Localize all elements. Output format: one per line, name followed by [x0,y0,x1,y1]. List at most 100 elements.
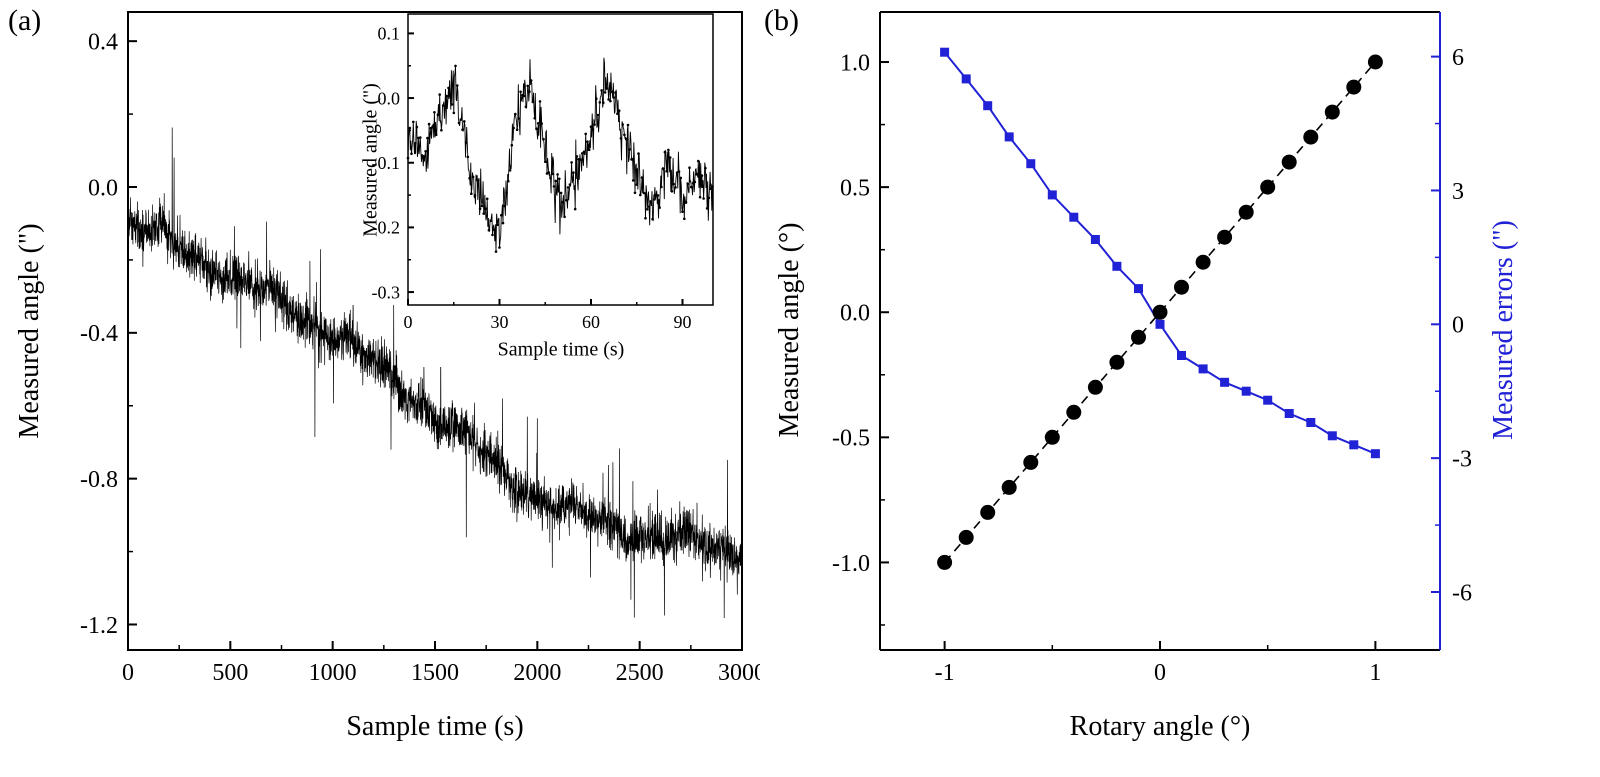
error-point [1177,351,1186,360]
a-x-tick-label: 3000 [718,660,760,686]
inset-x-tick-label: 30 [491,312,509,332]
a-x-axis: 0 500 1000 1500 2000 2500 3000 [122,641,760,686]
inset-series-markers [406,64,714,253]
inset-label-background [408,305,718,367]
inset-y-tick-label: 0.1 [378,24,401,44]
error-point [1047,190,1057,200]
b-x-tick-label: -1 [935,660,955,686]
error-point [1112,261,1122,271]
error-point [1198,364,1208,374]
error-point [1306,418,1316,427]
error-point [1263,395,1273,405]
angle-point [1087,379,1103,395]
b-x-tick-label: 0 [1154,660,1166,686]
angle-point [1044,429,1060,445]
panel-b-label: (b) [764,4,799,37]
error-point [1155,319,1165,329]
inset-y-axis-title: Measured angle (") [359,83,382,237]
error-point [1370,449,1380,459]
inset-x-tick-label: 90 [674,312,692,332]
a-x-tick-label: 2000 [513,660,561,686]
calibration-chart-svg: 1.0 0.5 0.0 -0.5 -1.0 6 3 0 -3 -6 -1 0 1 [832,11,1472,686]
drift-chart-svg: 0.40.0-0.4-0.8-1.20 500 1000 1500 2000 2500 30… [80,11,760,686]
b-left-tick-label: 1.0 [840,50,870,76]
a-y-axis: 0.4 0.0 -0.4 -0.8 -1.2 [80,30,137,639]
a-x-axis-title: Sample time (s) [346,711,524,742]
error-point [940,47,950,57]
error-point [1349,440,1359,450]
errors-series-markers [940,47,1380,459]
a-y-tick-label: -1.2 [80,613,118,639]
angle-point [937,554,953,570]
angle-point [1195,254,1211,270]
error-point [1134,284,1143,294]
angle-point [1217,229,1233,245]
angle-point [1174,279,1189,295]
angle-point [1109,354,1125,370]
angle-point [958,529,974,545]
inset-y-tick-label: -0.1 [372,153,401,173]
angle-point [1260,179,1276,195]
calibration-plot: 1.0 0.5 0.0 -0.5 -1.0 6 3 0 -3 -6 -1 0 1 [832,11,1472,686]
a-x-tick-label: 1000 [309,660,357,686]
inset-x-axis-title: Sample time (s) [497,338,625,361]
error-point [983,101,993,111]
angle-point [1001,479,1017,495]
b-left-tick-label: -0.5 [832,426,870,452]
a-x-tick-label: 0 [122,660,134,686]
angle-point [1238,204,1254,220]
a-y-axis-title: Measured angle (") [14,223,45,439]
drift-inset-plot: 0.1 0.0 -0.1 -0.2 -0.30 30 60 90 [352,13,718,367]
a-y-tick-label: -0.8 [80,467,118,493]
a-y-tick-label: 0.4 [88,30,118,56]
inset-background [352,14,718,305]
b-right-tick-label: -6 [1452,580,1472,606]
error-point [961,74,971,84]
error-point [1284,409,1294,418]
b-right-tick-label: 3 [1452,179,1464,205]
b-x-axis-title: Rotary angle (°) [1069,711,1251,742]
inset-x-axis: 0 30 60 90 [404,299,692,332]
angle-point [1131,329,1146,345]
b-x-tick-label: 1 [1369,660,1381,686]
panel-a-label: (a) [8,4,42,37]
panel-b: 1.0 0.5 0.0 -0.5 -1.0 6 3 0 -3 -6 -1 0 1 (b) Measure… [760,0,1600,777]
b-right-y-axis-title: Measured errors (") [1488,220,1519,440]
inset-frame [407,13,714,306]
errors-series-line [943,51,1376,455]
drift-series-line [127,127,743,619]
inset-y-tick-label: 0.0 [378,88,401,108]
a-y-tick-label: 0.0 [88,175,118,201]
angle-point [1281,154,1297,170]
a-x-tick-label: 500 [212,660,248,686]
angle-point [1066,404,1082,420]
b-right-y-axis: 6 3 0 -3 -6 [1431,45,1472,606]
b-left-y-axis: 1.0 0.5 0.0 -0.5 -1.0 [832,50,889,626]
angle-point [1324,104,1340,120]
angle-point [1303,129,1319,145]
angle-series-markers [937,54,1383,570]
a-x-tick-label: 1500 [411,660,459,686]
b-right-tick-label: 0 [1452,313,1464,339]
inset-x-tick-label: 0 [404,312,413,332]
angle-point [1152,304,1168,320]
error-point [1026,159,1036,169]
error-point [1004,132,1014,142]
b-left-tick-label: -1.0 [832,551,870,577]
error-point [1069,212,1079,222]
a-x-tick-label: 2500 [616,660,664,686]
panel-a: 0.4 0.0 -0.4 -0.8 -1.2 0 500 1000 1500 2000 2500 30… [0,0,760,777]
error-point [1220,377,1230,387]
b-x-axis: -1 0 1 [935,641,1381,686]
inset-y-tick-label: -0.3 [372,282,401,302]
error-point [1241,386,1251,396]
angle-point [1023,454,1039,470]
angle-point [980,504,996,520]
inset-y-axis: 0.1 0.0 -0.1 -0.2 -0.3 [372,24,414,302]
drift-main-plot: 0.40.0-0.4-0.8-1.20 500 1000 1500 2000 2500 30… [80,11,760,686]
error-point [1090,235,1100,244]
b-right-tick-label: -3 [1452,447,1472,473]
angle-point [1367,54,1383,70]
b-left-tick-label: 0.5 [840,176,870,202]
